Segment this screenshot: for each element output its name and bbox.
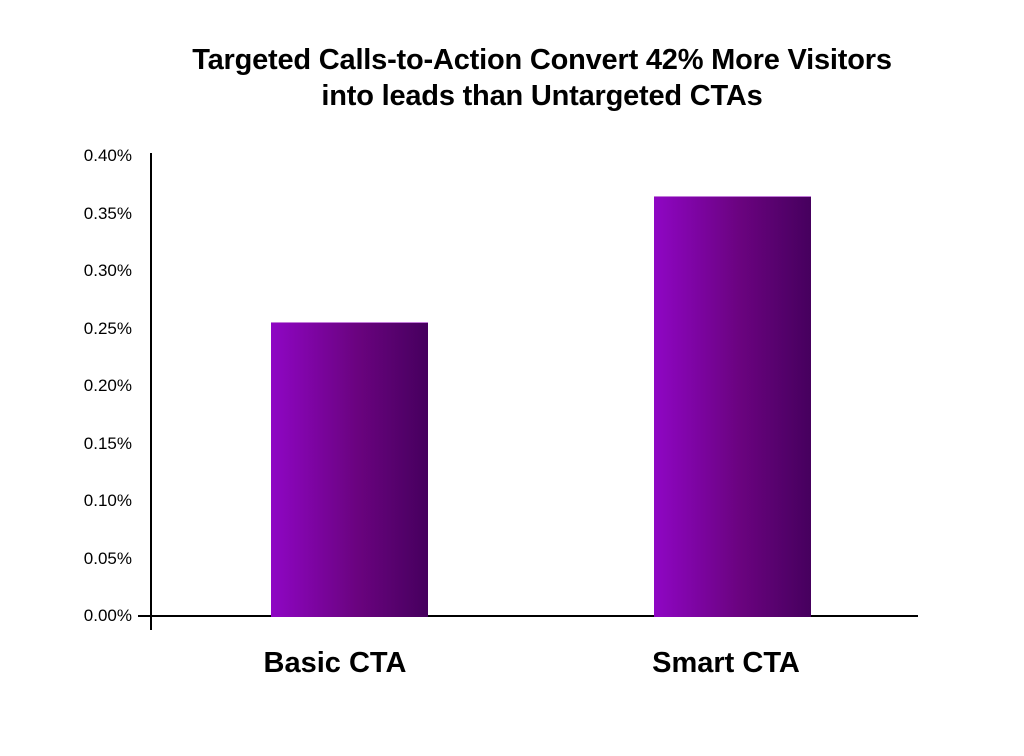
y-tick-label: 0.40% [83,146,132,165]
y-tick-label: 0.00% [83,606,132,625]
bar-basic-cta [271,321,428,617]
x-category-label-smart-cta: Smart CTA [652,647,800,679]
chart-title: Targeted Calls-to-Action Convert 42% Mor… [0,42,1024,114]
y-tick-label: 0.05% [83,548,132,568]
bar-smart-cta [654,196,811,617]
y-tick-label: 0.15% [83,433,132,453]
y-tick-label: 0.30% [83,261,132,280]
chart-title-line-1: Targeted Calls-to-Action Convert 42% Mor… [192,44,892,76]
y-tick-label: 0.25% [83,318,132,338]
y-axis-line [150,153,152,630]
chart-title-line-2: into leads than Untargeted CTAs [321,80,763,112]
y-tick-label: 0.20% [83,376,132,395]
x-category-label-basic-cta: Basic CTA [263,647,407,679]
x-axis-line [138,615,918,617]
y-tick-label: 0.35% [83,203,132,223]
y-tick-label: 0.10% [83,491,132,510]
